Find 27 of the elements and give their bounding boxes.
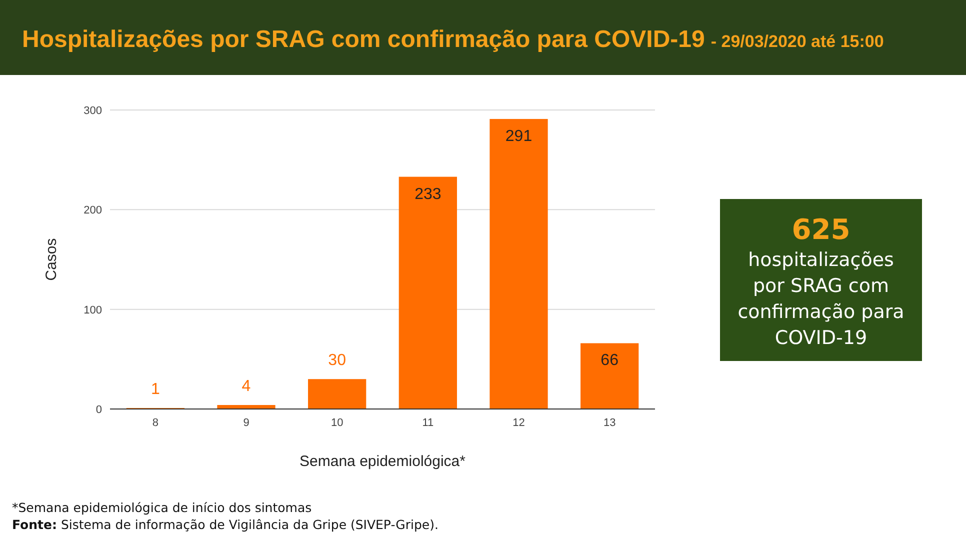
text: COVID-19 — [774, 327, 868, 349]
text: confirmação para — [738, 301, 904, 323]
x-tick-label: 12 — [512, 417, 525, 429]
x-tick-label: 9 — [243, 417, 250, 429]
text: 625 — [792, 213, 850, 246]
x-tick-label: 11 — [422, 417, 434, 429]
y-axis-title: Casos — [43, 238, 60, 281]
x-tick-label: 13 — [603, 417, 616, 429]
y-tick-label: 200 — [84, 204, 102, 217]
x-tick-label: 10 — [330, 417, 344, 429]
chart-title: Hospitalizações por SRAG com confirmação para COVID-19 — [22, 26, 705, 53]
text: por SRAG com — [752, 275, 890, 297]
text: hospitalizações — [748, 249, 894, 271]
y-tick-label: 300 — [84, 105, 102, 117]
text: *Semana epidemiológica de início dos sintomas — [12, 500, 312, 515]
data-label: 4 — [242, 378, 251, 396]
data-label: 30 — [328, 352, 346, 370]
text: - 29/03/2020 até 15:00 — [710, 32, 884, 51]
y-tick-label: 100 — [84, 304, 102, 316]
data-label: 66 — [600, 352, 619, 370]
x-tick-label: 8 — [152, 417, 158, 429]
source-note: Fonte: Sistema de informação de Vigilância da Gripe (SIVEP-Gripe). — [12, 517, 438, 532]
data-label: 233 — [414, 186, 442, 203]
data-label: 1 — [150, 381, 160, 398]
data-label: 291 — [505, 128, 532, 145]
x-axis-title: Semana epidemiológica* — [300, 453, 466, 470]
y-tick-label: 0 — [96, 404, 102, 416]
